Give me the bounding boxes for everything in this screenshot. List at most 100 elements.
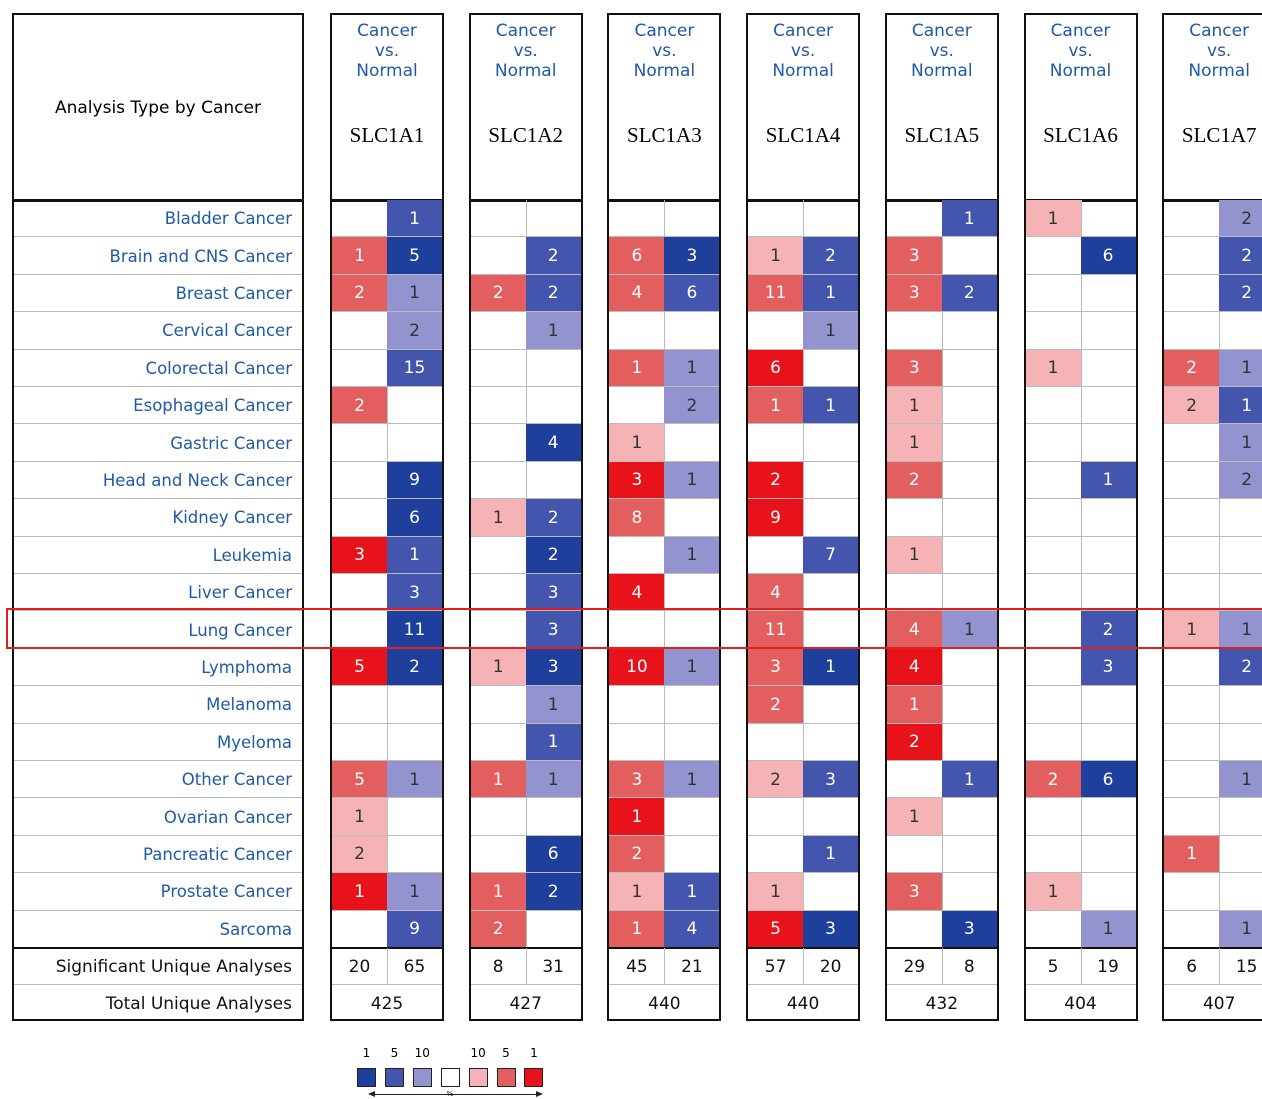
row-separator: [748, 760, 859, 761]
total-count: 404: [1064, 994, 1097, 1015]
legend-swatch: [357, 1068, 376, 1087]
underexpression-cell: 3: [803, 910, 859, 948]
row-separator: [886, 797, 997, 799]
underexpression-cell: 1: [1219, 761, 1262, 799]
row-header: Analysis Type by Cancer: [54, 97, 261, 118]
total-count: 427: [509, 994, 542, 1015]
legend-label: 5: [502, 1046, 510, 1060]
row-separator: [470, 797, 581, 799]
row-separator: [748, 460, 859, 462]
overexpression-cell: 1: [332, 237, 387, 275]
row-separator: [470, 423, 581, 425]
cell-divider: [1080, 835, 1082, 874]
row-separator: [609, 348, 720, 350]
underexpression-cell: 5: [387, 237, 442, 275]
overexpression-cell: 3: [609, 761, 665, 799]
row-separator: [332, 834, 442, 836]
comparison-label: vs.: [1068, 41, 1093, 61]
underexpression-cell: 2: [1219, 200, 1262, 238]
underexpression-cell: 1: [664, 461, 720, 500]
overexpression-cell: 1: [609, 873, 665, 911]
highlight-box: [6, 608, 1262, 649]
overexpression-cell: 11: [748, 274, 804, 313]
cell-divider: [803, 798, 805, 836]
cell-divider: [664, 424, 666, 462]
underexpression-cell: 6: [664, 274, 720, 313]
row-separator: [609, 685, 720, 687]
cell-divider: [803, 948, 805, 986]
overexpression-cell: 1: [470, 499, 526, 537]
cell-divider: [1219, 723, 1221, 761]
row-separator: [609, 573, 720, 574]
row-separator: [14, 386, 302, 387]
overexpression-cell: 1: [470, 873, 526, 911]
gene-column: Cancer vs. Normal SLC1A2 2 2 2 1 4 1 2 2 3 3 1 3 1 1 1 1 6 1 2…: [468, 13, 583, 1021]
legend-arrowhead-right: [536, 1091, 543, 1097]
cell-divider: [941, 798, 943, 836]
cell-divider: [525, 948, 527, 986]
underexpression-cell: 1: [525, 312, 581, 350]
underexpression-cell: 1: [387, 536, 442, 574]
underexpression-cell: 6: [1080, 761, 1136, 799]
underexpression-cell: 1: [1219, 387, 1262, 425]
overexpression-cell: 10: [609, 648, 665, 687]
underexpression-cell: 3: [941, 910, 997, 948]
row-separator: [332, 610, 442, 612]
legend-swatch: [496, 1068, 516, 1087]
row-separator: [14, 535, 302, 537]
cell-divider: [1080, 686, 1082, 724]
row-separator: [609, 834, 720, 836]
row-separator: [470, 573, 581, 574]
significant-count: 5: [1047, 956, 1059, 977]
cell-divider: [941, 424, 943, 462]
overexpression-cell: 3: [886, 274, 942, 313]
cell-divider: [803, 723, 805, 761]
cell-divider: [803, 686, 805, 724]
underexpression-cell: 4: [525, 424, 581, 462]
overexpression-cell: 2: [748, 461, 804, 500]
cell-divider: [803, 424, 805, 462]
row-separator: [1164, 423, 1262, 425]
row-separator: [332, 236, 442, 238]
row-separator: [14, 498, 302, 500]
row-separator: [1164, 311, 1262, 313]
cell-divider: [387, 723, 388, 761]
legend-label: 10: [414, 1046, 430, 1060]
row-separator: [332, 273, 442, 275]
overexpression-cell: 1: [609, 424, 665, 462]
overexpression-cell: 1: [332, 798, 387, 836]
underexpression-cell: 1: [525, 723, 581, 761]
cell-divider: [1219, 686, 1221, 724]
row-separator: [1025, 535, 1136, 537]
overexpression-cell: 6: [748, 349, 804, 387]
cell-divider: [1219, 536, 1221, 574]
row-separator: [886, 722, 997, 724]
cell-divider: [1219, 798, 1221, 836]
row-separator: [1025, 348, 1136, 350]
row-separator: [332, 573, 442, 574]
comparison-label: Cancer: [911, 21, 972, 41]
cell-divider: [664, 686, 666, 724]
cell-divider: [1219, 948, 1221, 986]
underexpression-cell: 1: [664, 648, 720, 687]
overexpression-cell: 1: [886, 686, 942, 724]
underexpression-cell: 3: [525, 574, 581, 612]
row-label: Liver Cancer: [188, 583, 292, 603]
cell-divider: [664, 200, 666, 238]
cell-divider: [803, 461, 805, 500]
cell-divider: [1080, 424, 1082, 462]
underexpression-cell: 1: [387, 200, 442, 238]
row-separator: [470, 610, 581, 612]
row-separator: [14, 311, 302, 313]
significant-count: 15: [1235, 956, 1258, 977]
overexpression-cell: 1: [609, 349, 665, 387]
overexpression-cell: 2: [470, 910, 526, 948]
underexpression-cell: 1: [803, 312, 859, 350]
significant-count: 6: [1186, 956, 1198, 977]
underexpression-cell: 6: [525, 835, 581, 874]
significant-count: 21: [681, 956, 703, 977]
row-label: Head and Neck Cancer: [102, 470, 292, 490]
cell-divider: [664, 723, 666, 761]
row-separator: [1025, 610, 1136, 612]
overexpression-cell: 2: [1164, 349, 1220, 387]
